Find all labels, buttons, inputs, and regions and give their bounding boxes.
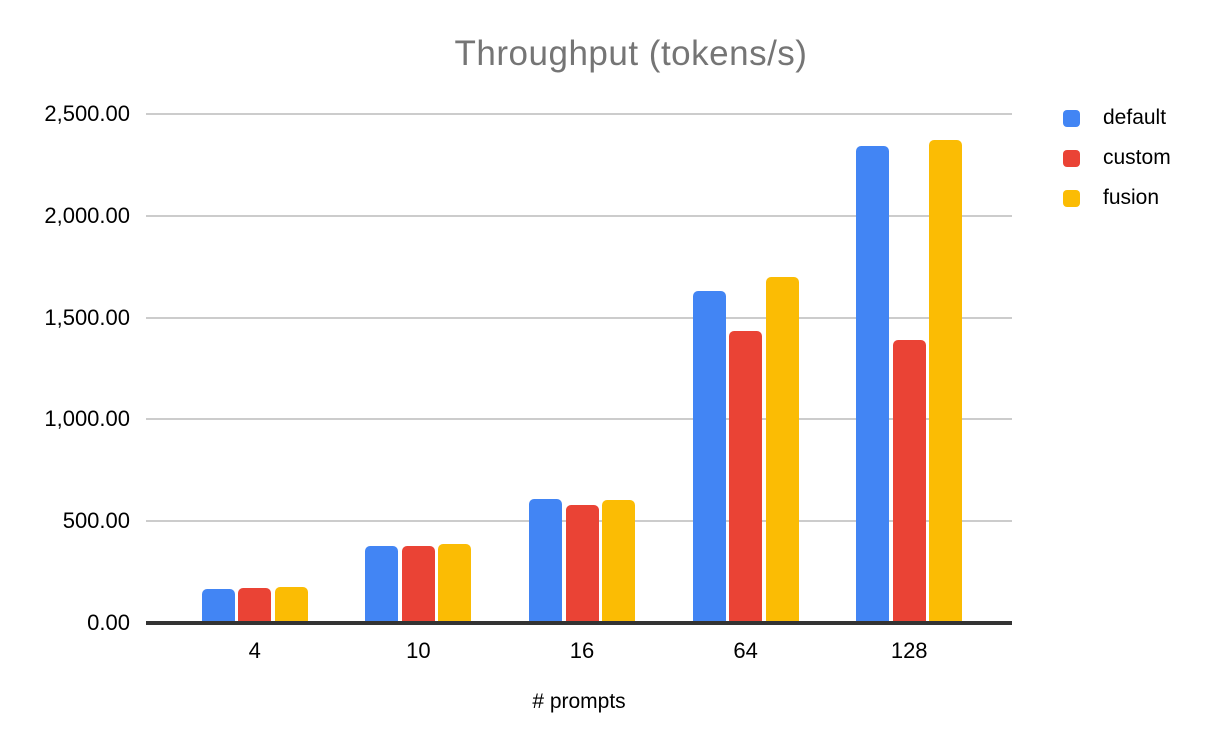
legend-item-default: default [1063, 106, 1171, 129]
bar-default-128 [856, 145, 890, 623]
bar-fusion-128 [929, 140, 963, 623]
bar-fusion-16 [602, 500, 635, 623]
legend-item-custom: custom [1063, 146, 1171, 169]
gridline [146, 316, 1012, 319]
x-tick-label: 4 [248, 638, 261, 663]
plot-area [146, 113, 1012, 625]
x-tick-label: 10 [406, 638, 431, 663]
chart-title: Throughput (tokens/s) [454, 34, 808, 73]
x-tick-label: 128 [890, 638, 928, 663]
bar-custom-10 [401, 546, 435, 623]
x-axis-tick-labels: 4 10 16 64 128 [146, 638, 1012, 668]
x-tick-label: 64 [733, 638, 758, 663]
x-tick-label: 16 [569, 638, 595, 663]
gridline [146, 113, 1012, 115]
legend-swatch-default [1063, 109, 1080, 127]
y-tick-label: 1,000.00 [44, 406, 130, 432]
bar-fusion-10 [438, 543, 472, 623]
bar-default-10 [365, 546, 399, 623]
bar-custom-4 [238, 587, 272, 623]
bar-default-16 [529, 498, 562, 623]
bar-custom-64 [729, 331, 763, 623]
bar-default-64 [692, 290, 726, 623]
gridline [146, 214, 1012, 217]
bar-default-4 [201, 588, 235, 623]
y-tick-label: 2,500.00 [44, 101, 130, 126]
y-axis-tick-labels: 0.00 500.00 1,000.00 1,500.00 2,000.00 2,500.… [0, 0, 130, 756]
legend-item-fusion: fusion [1063, 186, 1171, 209]
legend-swatch-fusion [1063, 189, 1080, 207]
legend-label: default [1103, 106, 1167, 129]
y-tick-label: 0.00 [87, 610, 130, 635]
bar-fusion-4 [274, 586, 308, 623]
y-tick-label: 1,500.00 [44, 304, 130, 330]
legend: default custom fusion [1063, 106, 1171, 229]
legend-label: fusion [1103, 186, 1160, 209]
x-axis-title: # prompts [532, 690, 626, 713]
legend-swatch-custom [1063, 149, 1080, 167]
bar-fusion-64 [765, 277, 799, 623]
bar-custom-128 [892, 340, 926, 623]
y-tick-label: 2,000.00 [44, 202, 130, 228]
gridline [146, 418, 1012, 421]
bar-custom-16 [565, 504, 599, 623]
y-tick-label: 500.00 [62, 508, 130, 534]
x-axis-line [146, 621, 1012, 625]
legend-label: custom [1103, 146, 1171, 169]
